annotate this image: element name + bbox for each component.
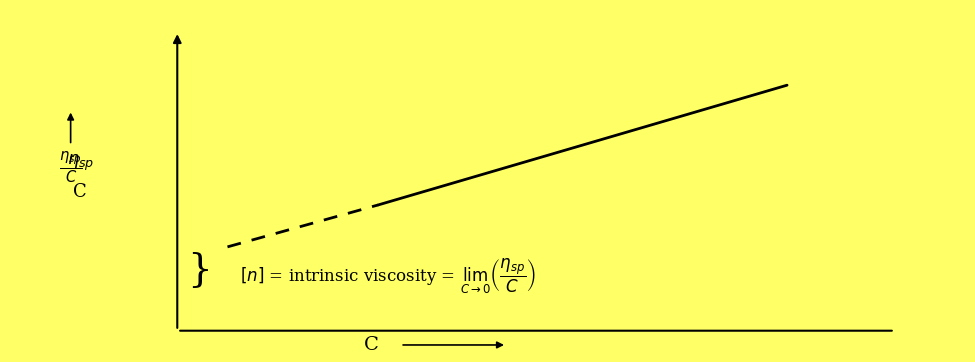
Text: C: C [364, 336, 378, 354]
Text: C: C [73, 183, 87, 201]
Text: $\frac{\eta_{sp}}{C}$: $\frac{\eta_{sp}}{C}$ [58, 149, 83, 185]
Text: }: } [187, 252, 212, 289]
Text: $[n]$ = intrinsic viscosity = $\underset{C\rightarrow 0}{\lim}$$\left(\dfrac{\et: $[n]$ = intrinsic viscosity = $\underset… [240, 256, 536, 296]
Text: $\eta_{sp}$: $\eta_{sp}$ [66, 153, 94, 173]
